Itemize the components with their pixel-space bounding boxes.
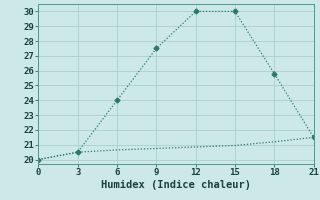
X-axis label: Humidex (Indice chaleur): Humidex (Indice chaleur) (101, 180, 251, 190)
